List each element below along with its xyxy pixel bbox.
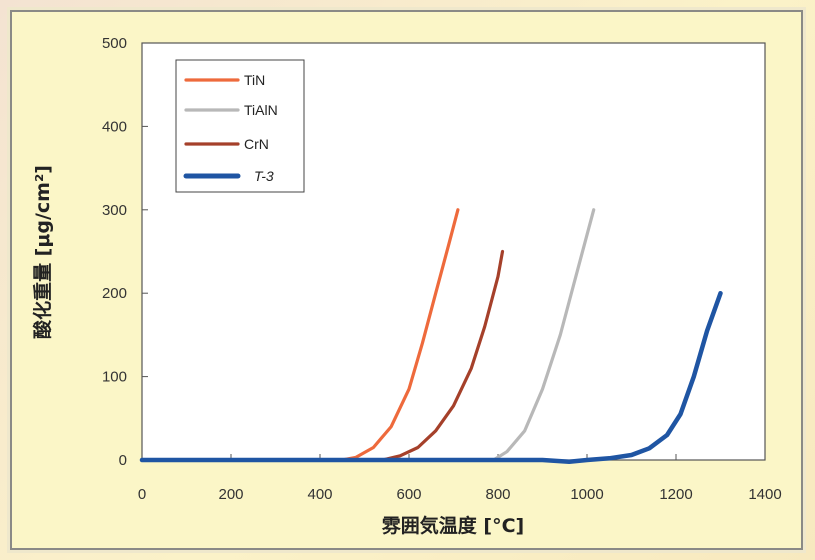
x-axis-label: 雰囲気温度 [°C] <box>382 514 524 537</box>
legend-label-tin: TiN <box>244 72 265 88</box>
legend-entries: TiN TiAlN CrN T-3 <box>183 72 278 184</box>
x-tick-label: 0 <box>138 486 146 503</box>
y-tick-label: 300 <box>102 202 127 219</box>
y-tick-label: 400 <box>102 118 127 135</box>
x-tick-label: 1200 <box>659 486 692 503</box>
x-tick-label: 600 <box>396 486 421 503</box>
x-tick-label: 400 <box>307 486 332 503</box>
legend-label-crn: CrN <box>244 136 269 152</box>
series-line-t-3 <box>139 290 723 464</box>
legend-label-t-3: T-3 <box>254 168 274 184</box>
y-tick-label: 0 <box>119 452 127 469</box>
series-lines <box>139 208 723 464</box>
y-tick-label: 100 <box>102 369 127 386</box>
x-tick-label: 800 <box>485 486 510 503</box>
x-tick-label: 1000 <box>570 486 603 503</box>
y-tick-label: 200 <box>102 285 127 302</box>
x-axis: 0 200 400 600 800 1000 1200 1400 <box>138 454 782 503</box>
y-axis: 0 100 200 300 400 500 <box>102 35 148 469</box>
y-tick-label: 500 <box>102 35 127 52</box>
series-line-tialn <box>140 208 596 462</box>
x-tick-label: 200 <box>218 486 243 503</box>
y-axis-label: 酸化重量 [μg/cm²] <box>31 165 54 339</box>
legend <box>175 59 305 193</box>
legend-label-tialn: TiAlN <box>244 102 278 118</box>
x-tick-label: 1400 <box>748 486 781 503</box>
